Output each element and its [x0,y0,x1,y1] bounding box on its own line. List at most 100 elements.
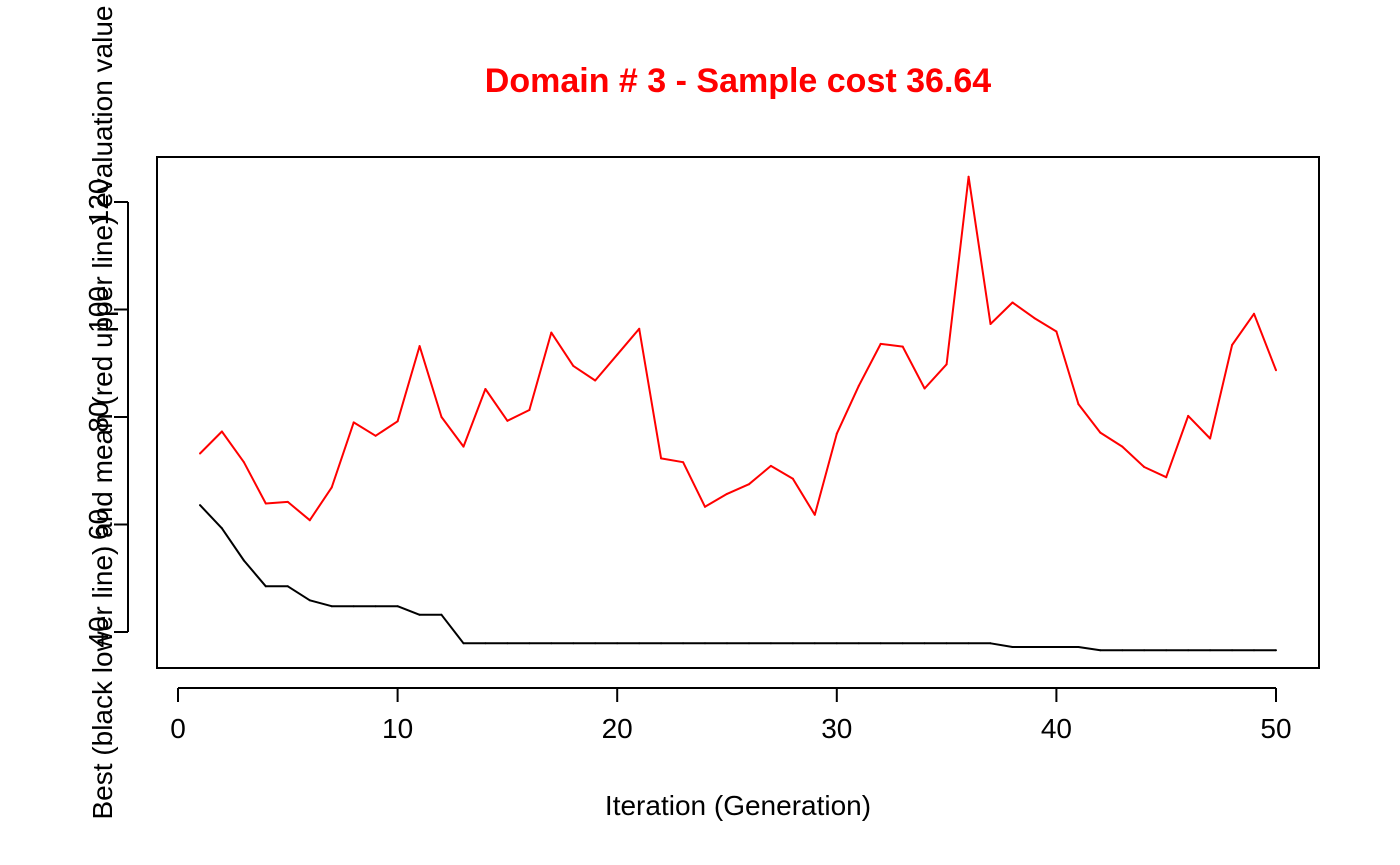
x-axis-label: Iteration (Generation) [605,790,871,821]
data-point-mean [462,445,465,448]
data-point-best [418,613,421,616]
data-point-mean [1121,445,1124,448]
data-point-best [923,642,926,645]
data-point-best [330,605,333,608]
data-point-mean [506,419,509,422]
data-point-mean [769,464,772,467]
data-point-best [264,585,267,588]
data-point-best [550,642,553,645]
data-point-mean [945,363,948,366]
data-point-mean [1231,344,1234,346]
data-point-best [1121,649,1124,652]
data-point-mean [308,519,311,522]
data-point-mean [726,492,728,495]
data-point-mean [1253,312,1255,315]
data-point-mean [286,500,289,503]
data-point-mean [1055,330,1058,333]
data-point-best [726,642,728,645]
data-point-mean [901,345,904,348]
y-tick-label: 80 [83,401,114,432]
data-point-best [506,642,509,645]
series-line-mean [199,175,1277,522]
data-point-best [396,605,399,608]
y-tick-label: 60 [83,509,114,540]
data-point-best [308,599,311,602]
data-point-mean [220,430,223,433]
data-point-best [572,642,575,645]
data-point-mean [989,323,992,325]
data-point-mean [594,379,597,382]
data-point-mean [857,384,860,387]
data-point-best [945,642,948,645]
data-point-best [1165,649,1168,652]
data-point-best [352,605,355,608]
data-point-best [594,642,597,645]
data-point-best [1011,646,1014,648]
data-point-best [616,642,619,645]
x-tick-label: 50 [1260,713,1291,744]
data-point-best [1253,649,1255,652]
data-point-best [1209,649,1212,652]
data-point-mean [1187,414,1190,417]
data-point-mean [1143,466,1146,468]
x-tick-label: 30 [821,713,852,744]
data-point-mean [418,345,421,348]
data-point-best [1231,649,1234,652]
data-point-best [462,642,465,645]
data-point-mean [330,486,333,489]
data-point-mean [923,387,926,390]
data-point-mean [396,420,399,423]
data-point-best [879,642,882,645]
data-point-mean [638,327,641,330]
data-point-mean [1033,317,1036,320]
data-point-best [1143,649,1146,652]
data-point-best [1055,646,1058,648]
data-point-best [440,613,443,616]
data-point-best [1099,649,1102,652]
data-point-best [374,605,377,608]
data-point-best [901,642,904,645]
data-point-mean [484,388,487,390]
data-point-mean [199,452,201,455]
data-point-mean [748,483,750,486]
data-point-mean [967,175,970,178]
data-point-best [199,504,201,507]
data-point-mean [682,461,685,464]
data-point-mean [616,353,619,356]
data-point-best [769,642,772,645]
data-point-mean [572,364,575,367]
series-layer [199,175,1277,652]
data-point-best [220,527,223,530]
data-point-mean [1275,369,1277,372]
data-point-best [989,642,992,645]
x-tick-label: 40 [1041,713,1072,744]
data-point-mean [1011,301,1014,304]
data-point-mean [242,461,245,464]
data-point-best [660,642,663,645]
data-point-best [791,642,794,645]
series-line-best [199,504,1276,652]
chart-title: Domain # 3 - Sample cost 36.64 [485,62,992,100]
data-point-mean [352,421,355,424]
data-point-mean [374,434,377,437]
data-point-mean [704,505,706,508]
data-point-mean [550,331,553,334]
data-point-mean [264,502,267,505]
x-tick-label: 0 [170,713,186,744]
data-point-mean [1209,437,1212,440]
data-point-mean [791,477,794,480]
data-point-best [704,642,706,645]
data-point-mean [1165,476,1168,479]
data-point-best [242,559,245,562]
data-point-mean [660,457,663,460]
data-point-best [1275,649,1277,652]
x-tick-label: 10 [382,713,413,744]
data-point-best [857,642,860,645]
data-point-best [1033,646,1036,648]
data-point-best [286,585,289,588]
data-point-mean [813,513,816,516]
data-point-mean [528,409,531,411]
data-point-best [1077,646,1080,648]
plot-frame [156,156,1320,669]
data-point-mean [1099,431,1102,434]
